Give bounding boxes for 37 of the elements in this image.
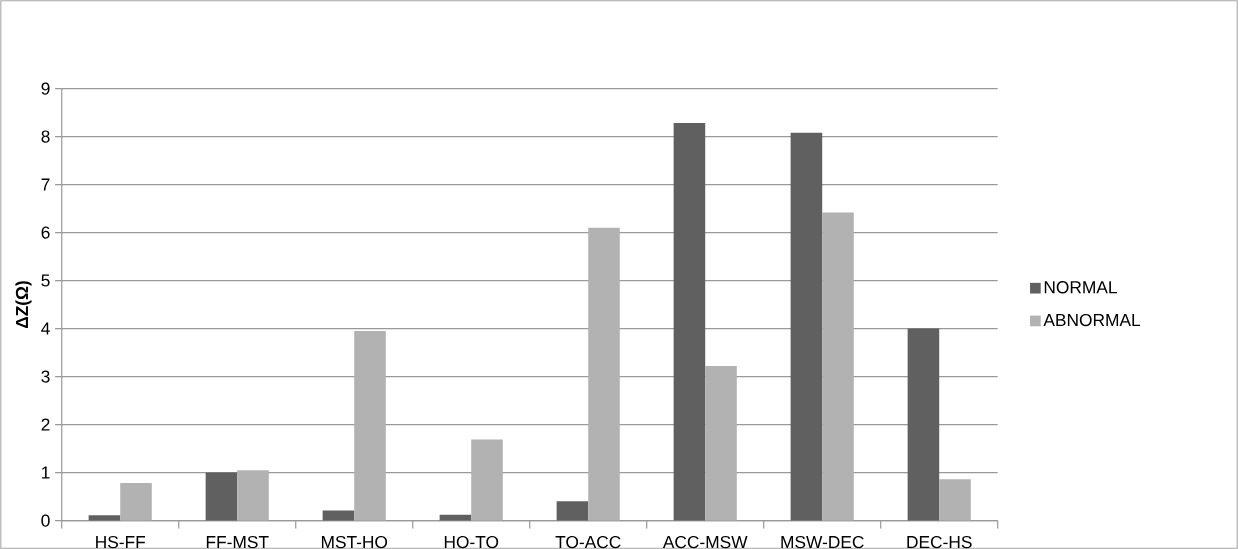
bar <box>237 470 269 521</box>
bar <box>88 515 121 521</box>
y-tick-label: 8 <box>41 130 50 143</box>
y-tick-label: 6 <box>41 226 50 239</box>
x-tick-label: MSW-DEC <box>781 535 864 549</box>
bar <box>322 510 355 521</box>
bar <box>790 132 823 521</box>
bar <box>556 501 589 521</box>
bar <box>822 212 854 521</box>
x-tick-label: ACC-MSW <box>662 535 748 549</box>
legend-label: NORMAL <box>1044 281 1117 294</box>
bar <box>439 514 472 521</box>
x-tick-label: HS-FF <box>96 535 146 549</box>
y-tick-label: 0 <box>41 514 50 527</box>
y-tick-label: 2 <box>41 418 50 431</box>
bar <box>705 365 737 521</box>
y-tick-label: 7 <box>41 178 50 191</box>
legend-label: ABNORMAL <box>1043 313 1141 327</box>
bar <box>471 439 503 521</box>
x-tick-label: MST-HO <box>321 535 388 549</box>
x-tick-label: HO-TO <box>444 535 499 549</box>
x-tick-label: TO-ACC <box>555 535 621 549</box>
y-axis-title: ΔZ(Ω) <box>15 281 32 329</box>
y-tick-label: 5 <box>41 274 50 287</box>
y-tick-label: 1 <box>42 466 50 479</box>
bar <box>354 330 386 521</box>
bar <box>120 483 152 521</box>
x-tick-label: FF-MST <box>206 535 269 549</box>
bar <box>939 479 971 521</box>
bar <box>907 328 940 521</box>
y-tick-label: 3 <box>41 370 50 383</box>
bar <box>673 123 706 521</box>
y-tick-label: 4 <box>41 322 50 335</box>
x-tick-label: DEC-HS <box>907 535 972 549</box>
y-tick-label: 9 <box>41 82 50 95</box>
bar <box>588 227 620 521</box>
bar <box>205 472 238 521</box>
